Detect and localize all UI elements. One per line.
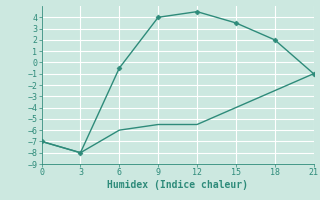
X-axis label: Humidex (Indice chaleur): Humidex (Indice chaleur) [107, 180, 248, 190]
